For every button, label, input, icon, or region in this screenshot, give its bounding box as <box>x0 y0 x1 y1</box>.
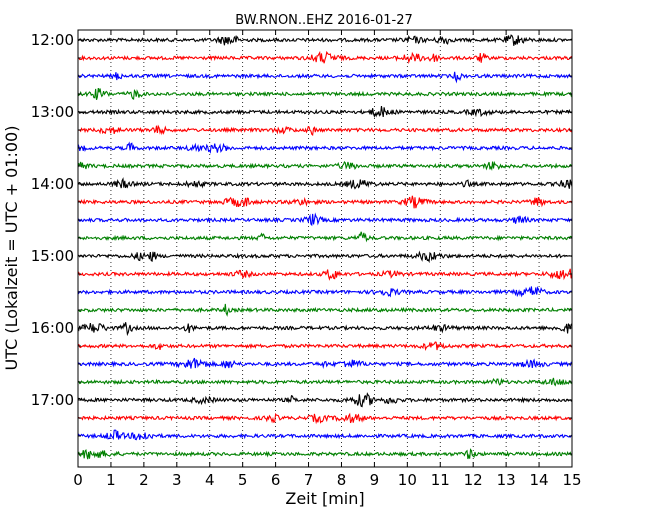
x-axis-label: Zeit [min] <box>285 489 364 508</box>
x-tick-label: 5 <box>238 471 248 489</box>
y-axis: 12:00 13:00 14:00 15:00 16:00 17:00 <box>31 31 572 455</box>
x-axis: 0 1 2 3 4 5 6 7 8 9 10 11 12 13 14 15 <box>73 30 582 489</box>
x-tick-label: 14 <box>530 471 549 489</box>
trace-1600 <box>77 322 573 337</box>
trace-1700 <box>77 392 573 408</box>
x-tick-label: 6 <box>271 471 281 489</box>
x-tick-label: 9 <box>370 471 380 489</box>
grid <box>110 30 540 467</box>
trace-1645 <box>77 377 573 387</box>
y-tick-label: 13:00 <box>31 103 74 121</box>
trace-1200 <box>77 34 573 46</box>
trace-1630 <box>77 357 573 369</box>
x-tick-label: 10 <box>398 471 417 489</box>
trace-1400 <box>77 177 573 190</box>
trace-1215 <box>77 50 573 65</box>
trace-1715 <box>77 412 573 425</box>
trace-1315 <box>77 124 573 137</box>
trace-1515 <box>77 268 573 281</box>
trace-1345 <box>77 160 573 171</box>
x-tick-label: 8 <box>337 471 347 489</box>
trace-1430 <box>77 212 573 227</box>
x-tick-label: 11 <box>431 471 450 489</box>
trace-1445 <box>77 231 573 243</box>
trace-1745 <box>77 448 573 460</box>
x-tick-label: 1 <box>106 471 116 489</box>
trace-1545 <box>77 303 573 317</box>
trace-1300 <box>77 105 573 118</box>
x-tick-label: 13 <box>497 471 516 489</box>
chart-title: BW.RNON..EHZ 2016-01-27 <box>235 13 413 28</box>
traces <box>77 34 573 460</box>
x-tick-label: 3 <box>172 471 182 489</box>
x-tick-label: 12 <box>464 471 483 489</box>
x-tick-label: 2 <box>139 471 149 489</box>
y-tick-label: 14:00 <box>31 175 74 193</box>
y-tick-label: 12:00 <box>31 31 74 49</box>
plot-frame <box>77 29 573 468</box>
y-tick-label: 15:00 <box>31 247 74 265</box>
trace-1415 <box>77 195 573 209</box>
trace-1615 <box>77 341 573 352</box>
y-tick-label: 16:00 <box>31 319 74 337</box>
trace-1530 <box>77 285 573 298</box>
x-tick-label: 7 <box>304 471 314 489</box>
trace-1330 <box>77 141 573 154</box>
trace-1500 <box>77 250 573 264</box>
x-tick-label: 0 <box>73 471 83 489</box>
trace-1230 <box>77 71 573 84</box>
x-tick-label: 15 <box>562 471 581 489</box>
trace-1730 <box>77 429 573 441</box>
x-tick-label: 4 <box>205 471 215 489</box>
y-axis-label: UTC (Lokalzeit = UTC + 01:00) <box>2 126 21 371</box>
y-tick-label: 17:00 <box>31 391 74 409</box>
trace-1245 <box>77 87 573 100</box>
